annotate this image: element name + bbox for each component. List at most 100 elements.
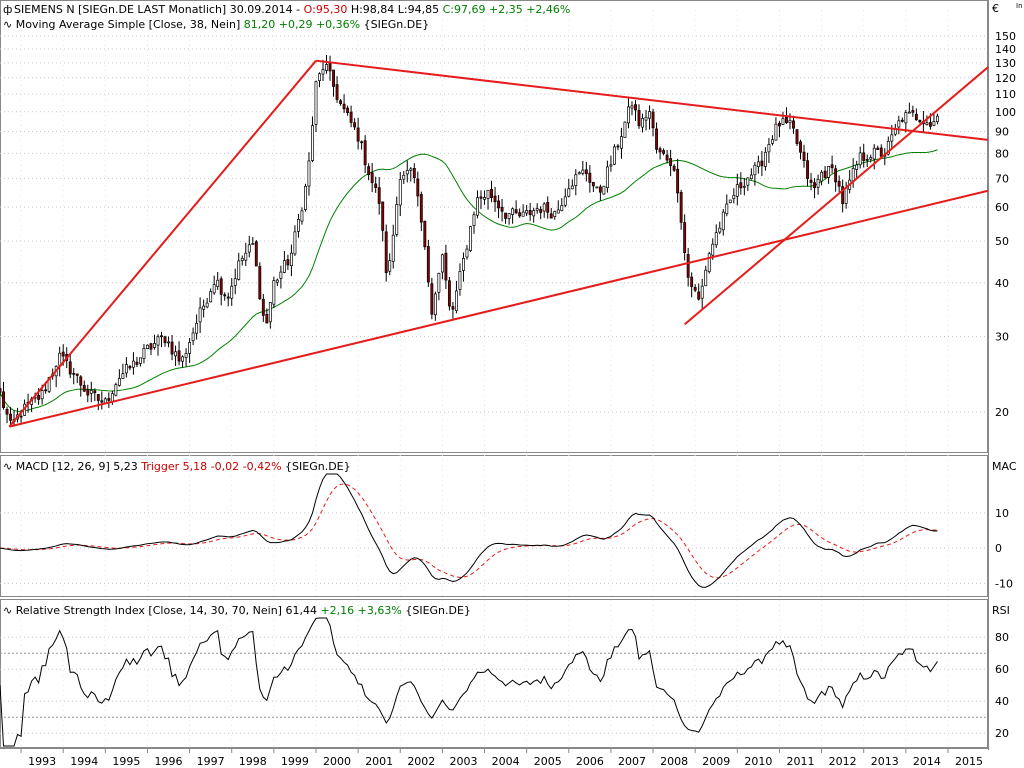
trendline [8, 60, 317, 428]
candle-body [718, 227, 722, 233]
candle-body [75, 373, 79, 376]
candle-body [367, 166, 371, 175]
candle-body [767, 144, 771, 153]
candle-body [612, 146, 616, 165]
currency-symbol: € [992, 2, 999, 15]
trendline [684, 66, 989, 326]
candle-body [925, 122, 929, 125]
candle-body [704, 269, 708, 287]
candle-body [96, 394, 100, 401]
candle-body [423, 220, 427, 248]
price-tick-label: 100 [995, 106, 1016, 119]
candle-body [690, 276, 694, 287]
ma-icon: ∿ [3, 18, 12, 31]
candle-body [851, 168, 855, 182]
candle-body [304, 185, 307, 210]
candle-body [493, 195, 497, 203]
candle-body [676, 168, 680, 194]
candle-body [665, 154, 669, 161]
candle-body [581, 169, 585, 174]
candle-body [862, 152, 866, 161]
candle-body [834, 168, 838, 183]
candle-body [131, 360, 135, 368]
candle-body [321, 69, 325, 75]
candle-body [412, 168, 416, 179]
candle-body [591, 181, 595, 187]
candle-body [251, 243, 255, 245]
candle-body [381, 201, 385, 231]
price-legend: ф SIEMENS N [SIEGn.DE LAST Monatlich] 30… [3, 3, 570, 31]
candle-body [872, 147, 876, 160]
trendline [315, 59, 989, 141]
candle-body [167, 341, 170, 344]
candle-body [89, 390, 93, 394]
candle-body [451, 306, 455, 310]
candle-body [827, 166, 831, 178]
candle-body [2, 391, 5, 409]
candle-body [114, 384, 118, 396]
candle-body [395, 204, 399, 235]
candle-body [792, 120, 795, 129]
candle-body [662, 150, 666, 154]
candle-body [785, 117, 788, 124]
candle-body [897, 120, 901, 128]
candle-body [479, 196, 483, 199]
candle-body [655, 128, 658, 150]
candle-body [770, 139, 774, 144]
price-tick-label: 20 [995, 406, 1009, 419]
price-tick-label: 120 [995, 72, 1016, 85]
candle-body [282, 260, 286, 273]
rsi-icon: ∿ [3, 604, 12, 617]
ma-legend-line: ∿ Moving Average Simple [Close, 38, Nein… [3, 18, 429, 31]
rsi-ticker: {SIEGn.DE} [405, 604, 471, 617]
year-label: 2003 [449, 755, 477, 768]
candle-body [465, 248, 469, 258]
candle-body [374, 183, 378, 188]
candle-body [570, 185, 574, 190]
candle-body [226, 296, 230, 299]
price-title: SIEMENS N [SIEGn.DE LAST Monatlich] 30.0… [14, 3, 300, 16]
candle-body [68, 361, 72, 375]
candle-body [918, 119, 922, 123]
candle-body [753, 164, 757, 176]
rsi-layer [0, 617, 988, 747]
candle-body [444, 252, 448, 281]
candle-body [532, 210, 536, 217]
macd-trigger: Trigger 5,18 -0,02 -0,42% [140, 460, 281, 473]
candle-body [181, 356, 185, 362]
year-label: 1997 [197, 755, 225, 768]
price-tick-label: 40 [995, 277, 1009, 290]
candle-body [858, 152, 862, 166]
candle-body [146, 344, 149, 349]
candle-body [9, 413, 12, 421]
candle-body [637, 109, 641, 127]
candle-body [261, 298, 265, 316]
macd-trigger-line [0, 483, 938, 579]
candle-body [525, 210, 529, 214]
macd-icon: ∿ [3, 460, 12, 473]
candle-body [440, 254, 444, 273]
candle-body [620, 136, 623, 149]
candle-body [799, 141, 802, 153]
year-label: 2014 [913, 755, 941, 768]
candle-body [216, 279, 220, 287]
candle-body [497, 200, 501, 209]
candle-body [700, 285, 704, 299]
candle-body [19, 415, 23, 418]
price-close-change: C:97,69 +2,35 +2,46% [443, 3, 571, 16]
candle-body [567, 188, 571, 197]
price-title-line: SIEMENS N [SIEGn.DE LAST Monatlich] 30.0… [14, 3, 570, 16]
candle-body [44, 389, 48, 392]
candle-body [433, 293, 437, 316]
candle-body [388, 260, 392, 272]
candle-body [195, 323, 199, 334]
candle-body [296, 218, 300, 232]
candle-body [711, 243, 715, 256]
candle-body [191, 332, 195, 342]
candle-body [742, 185, 746, 188]
candle-body [462, 258, 465, 271]
candle-body [511, 208, 515, 215]
candle-body [233, 278, 237, 286]
year-label: 2001 [365, 755, 393, 768]
